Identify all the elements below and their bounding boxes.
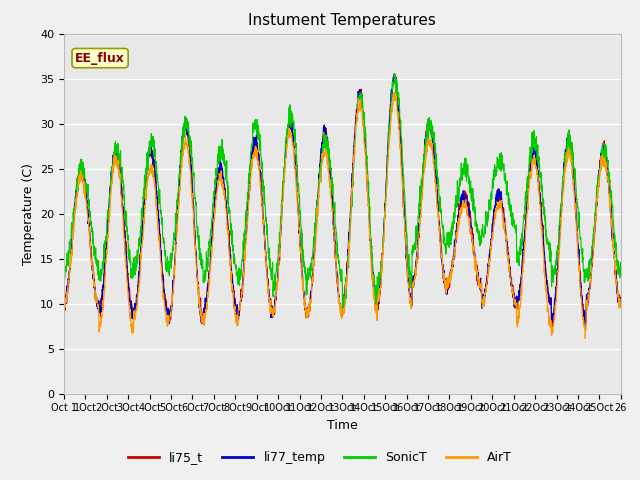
- li75_t: [376, 293, 383, 299]
- AirT: [542, 287, 550, 292]
- SonicT: [116, 151, 124, 156]
- li77_temp: [510, 298, 518, 303]
- li77_temp: [236, 308, 244, 313]
- li77_temp: [542, 266, 550, 272]
- Line: li77_temp: li77_temp: [64, 74, 621, 328]
- li75_t: [60, 295, 68, 300]
- li77_temp: [580, 325, 588, 331]
- SonicT: [542, 233, 550, 239]
- li77_temp: [390, 71, 398, 77]
- li77_temp: [60, 302, 68, 308]
- li77_temp: [617, 301, 625, 307]
- AirT: [116, 175, 124, 181]
- SonicT: [617, 273, 625, 278]
- li75_t: [548, 326, 556, 332]
- li75_t: [542, 266, 550, 272]
- SonicT: [236, 266, 244, 272]
- X-axis label: Time: Time: [327, 419, 358, 432]
- li77_temp: [376, 287, 383, 292]
- li75_t: [609, 243, 617, 249]
- SonicT: [376, 269, 384, 275]
- AirT: [391, 90, 399, 96]
- li75_t: [391, 71, 399, 77]
- AirT: [617, 303, 625, 309]
- AirT: [236, 304, 244, 310]
- SonicT: [609, 218, 617, 224]
- Legend: li75_t, li77_temp, SonicT, AirT: li75_t, li77_temp, SonicT, AirT: [123, 446, 517, 469]
- AirT: [510, 302, 518, 308]
- SonicT: [511, 223, 518, 229]
- Line: li75_t: li75_t: [64, 74, 621, 329]
- li77_temp: [609, 243, 617, 249]
- AirT: [581, 336, 589, 341]
- SonicT: [60, 255, 68, 261]
- Title: Instument Temperatures: Instument Temperatures: [248, 13, 436, 28]
- AirT: [60, 300, 68, 306]
- AirT: [376, 291, 383, 297]
- Text: EE_flux: EE_flux: [75, 51, 125, 65]
- li75_t: [510, 290, 518, 296]
- li75_t: [236, 306, 244, 312]
- AirT: [609, 244, 617, 250]
- li75_t: [116, 163, 124, 168]
- Line: AirT: AirT: [64, 93, 621, 338]
- SonicT: [340, 310, 348, 316]
- Line: SonicT: SonicT: [64, 73, 621, 313]
- SonicT: [390, 71, 398, 76]
- li75_t: [617, 304, 625, 310]
- li77_temp: [116, 165, 124, 170]
- Y-axis label: Temperature (C): Temperature (C): [22, 163, 35, 264]
